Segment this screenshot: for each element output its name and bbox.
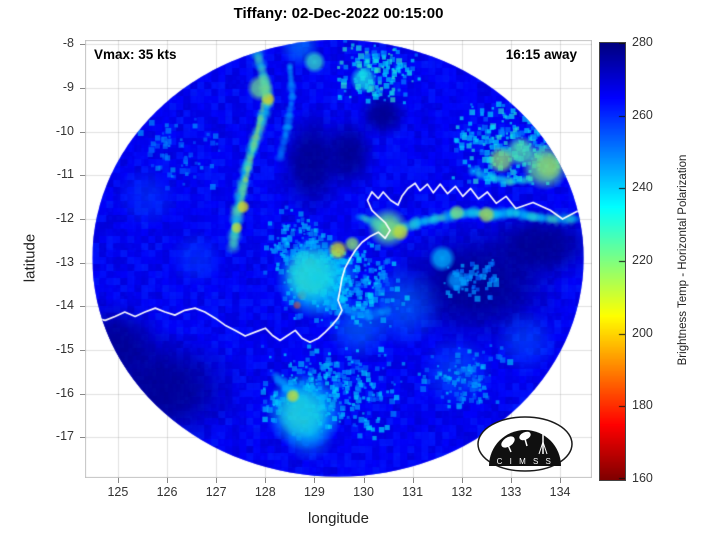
x-tick-mark	[461, 478, 463, 483]
y-tick-label: -11	[56, 167, 74, 182]
cimss-logo: C I M S S	[477, 416, 573, 472]
colorbar-tick-label: 160	[632, 471, 653, 485]
time-away-annotation: 16:15 away	[505, 47, 577, 62]
y-tick-mark	[80, 262, 85, 264]
x-tick-mark	[314, 478, 316, 483]
x-tick-mark	[216, 478, 218, 483]
y-tick-mark	[80, 437, 85, 439]
y-tick-label: -13	[55, 254, 74, 269]
x-tick-mark	[117, 478, 119, 483]
x-axis-label: longitude	[308, 510, 369, 527]
y-tick-mark	[80, 350, 85, 352]
colorbar-tick-label: 240	[632, 180, 653, 194]
colorbar-tick-label: 220	[632, 253, 653, 267]
x-tick-label: 131	[402, 485, 424, 499]
x-tick-label: 126	[156, 485, 178, 499]
x-tick-label: 134	[549, 485, 571, 499]
colorbar-tick-label: 180	[632, 398, 653, 412]
y-tick-label: -14	[55, 298, 74, 313]
x-tick-label: 127	[205, 485, 227, 499]
y-axis-label: latitude	[21, 233, 39, 283]
x-tick-label: 133	[500, 485, 522, 499]
x-tick-mark	[560, 478, 562, 483]
logo-text: C I M S S	[497, 457, 554, 466]
y-tick-label: -10	[55, 123, 74, 138]
y-tick-label: -12	[55, 211, 74, 226]
x-tick-mark	[510, 478, 512, 483]
y-tick-mark	[80, 306, 85, 308]
x-tick-mark	[167, 478, 169, 483]
y-tick-mark	[80, 44, 85, 46]
colorbar-tick-label: 260	[632, 108, 653, 122]
y-tick-mark	[80, 393, 85, 395]
y-tick-mark	[80, 88, 85, 90]
y-tick-label: -15	[55, 342, 74, 357]
satellite-dish-icon	[501, 425, 548, 455]
y-tick-mark	[80, 131, 85, 133]
y-tick-label: -8	[62, 36, 74, 51]
y-tick-label: -9	[62, 80, 74, 95]
x-tick-mark	[265, 478, 267, 483]
y-tick-mark	[80, 219, 85, 221]
colorbar-tick-label: 200	[632, 326, 653, 340]
x-tick-label: 129	[303, 485, 325, 499]
x-tick-label: 130	[353, 485, 374, 499]
satellite-swath-canvas	[85, 40, 592, 478]
x-tick-label: 132	[451, 485, 473, 499]
y-tick-label: -17	[55, 429, 74, 444]
colorbar-gradient	[599, 42, 626, 481]
colorbar-label: Brightness Temp - Horizontal Polarizatio…	[677, 154, 689, 366]
x-tick-label: 125	[107, 485, 129, 499]
x-tick-label: 128	[254, 485, 276, 499]
plot-title: Tiffany: 02-Dec-2022 00:15:00	[233, 5, 444, 22]
x-tick-mark	[363, 478, 365, 483]
x-tick-mark	[412, 478, 414, 483]
vmax-annotation: Vmax: 35 kts	[94, 47, 177, 62]
y-tick-label: -16	[55, 385, 74, 400]
y-tick-mark	[80, 175, 85, 177]
colorbar-tick-label: 280	[632, 35, 653, 49]
